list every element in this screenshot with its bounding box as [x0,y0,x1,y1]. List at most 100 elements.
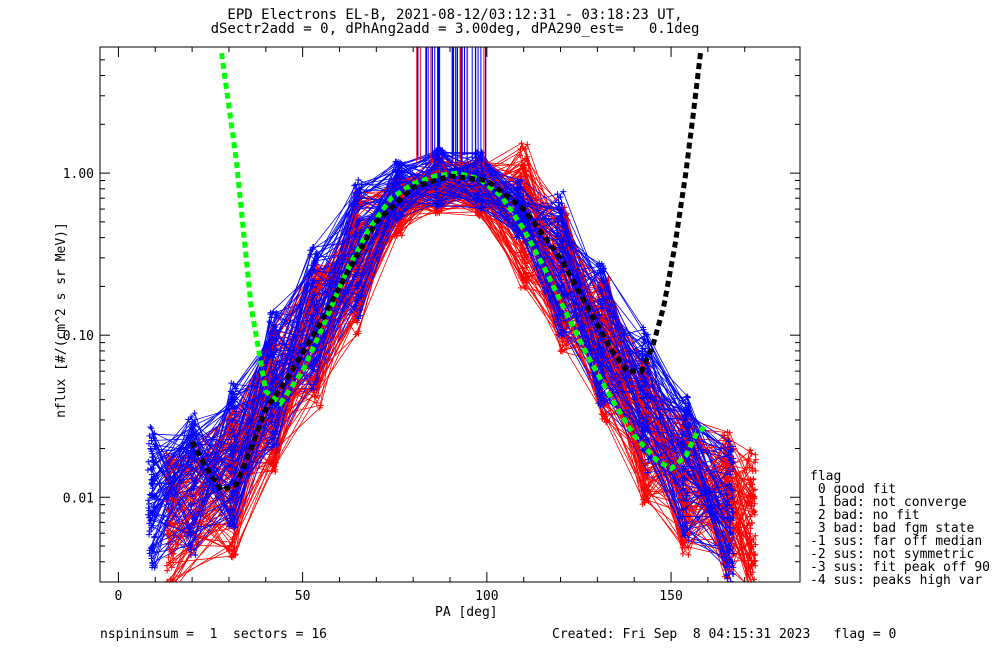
blue-data-point [641,382,648,389]
blue-data-point [640,326,647,333]
red-data-point [228,552,235,559]
blue-data-point [146,520,153,527]
blue-data-point [230,381,237,388]
blue-data-point [233,408,240,415]
blue-data-point [643,413,650,420]
blue-data-point [680,481,687,488]
blue-data-point [145,511,152,518]
red-data-point [519,165,526,172]
red-data-point [746,589,752,595]
y-axis-label: nflux [#/(cm^2 s sr MeV)] [54,222,69,418]
red-data-point [749,468,756,475]
blue-data-point [514,225,521,232]
blue-data-point [314,346,321,353]
blue-data-point [356,229,363,236]
legend-item: 1 bad: not converge [810,495,967,510]
blue-data-point [354,206,361,213]
blue-data-point [597,335,604,342]
legend-title: flag [810,469,842,484]
red-series-line [171,167,751,568]
blue-data-point [399,203,406,210]
blue-data-point [683,497,690,504]
blue-data-point [307,247,314,254]
blue-data-point [561,236,568,243]
blue-data-point [353,189,360,196]
blue-data-point [729,487,736,494]
blue-data-point [310,291,317,298]
blue-data-point [148,465,155,472]
blue-data-point [724,498,731,505]
blue-data-point [557,208,564,215]
blue-data-point [518,177,525,184]
red-data-point [641,499,648,506]
blue-data-point [684,394,691,401]
red-data-point [679,544,686,551]
blue-data-point [727,471,734,478]
red-data-point [752,582,758,588]
blue-data-point [229,464,236,471]
blue-data-point [227,450,234,457]
blue-data-point [679,438,686,445]
blue-data-point [513,234,520,241]
blue-data-point [434,192,441,199]
legend-item: -1 sus: far off median [810,534,983,549]
blue-data-point [272,324,279,331]
blue-data-point [353,285,360,292]
red-data-point [522,284,529,291]
blue-data-point [435,178,442,185]
blue-data-point [186,528,193,535]
blue-data-point [146,514,153,521]
red-data-point [229,554,236,561]
blue-data-point [728,459,735,466]
blue-data-point [186,525,193,532]
blue-data-point [272,347,279,354]
red-data-point [226,547,233,554]
red-data-point [394,232,401,239]
blue-data-point [272,431,279,438]
blue-data-point [729,494,736,501]
blue-data-point [151,492,158,499]
blue-data-point [595,400,602,407]
blue-data-point [599,348,606,355]
blue-data-point [595,350,602,357]
y-tick-label: 1.00 [63,167,94,182]
blue-data-point [640,339,647,346]
blue-data-point [473,198,480,205]
blue-data-point [230,426,237,433]
red-data-point [603,419,610,426]
blue-data-point [357,279,364,286]
red-data-point [314,392,321,399]
red-data-point [752,591,758,597]
blue-data-point [273,361,280,368]
blue-data-point [152,562,159,569]
blue-data-point [190,500,197,507]
flag-legend: flag 0 good fit 1 bad: not converge 2 ba… [810,470,990,587]
blue-data-point [188,546,195,553]
blue-data-point [477,186,484,193]
red-data-point [563,342,570,349]
blue-data-point [187,471,194,478]
red-data-point [750,536,757,543]
blue-data-point [273,441,280,448]
blue-data-point [681,531,688,538]
blue-data-point [273,334,280,341]
blue-data-point [310,386,317,393]
red-data-point [167,583,173,589]
blue-data-point [435,162,442,169]
blue-data-point [354,266,361,273]
blue-data-point [192,551,199,558]
blue-data-point [684,489,691,496]
red-data-point [723,519,730,526]
blue-data-point [435,181,442,188]
red-data-point [557,348,564,355]
blue-data-point [353,203,360,210]
blue-data-point [728,505,735,512]
red-data-point [524,141,531,148]
blue-data-point [396,168,403,175]
blue-data-point [146,500,153,507]
blue-data-point [355,176,362,183]
red-data-point [164,583,170,589]
blue-data-point [191,422,198,429]
red-data-point [438,207,445,214]
